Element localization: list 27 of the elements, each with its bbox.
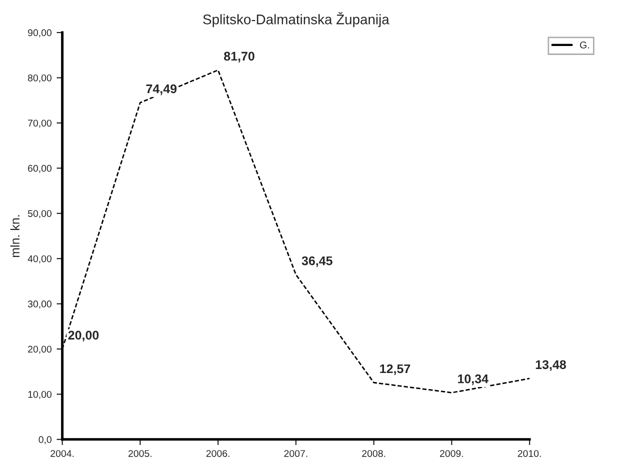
y-tick-label: 60,00 [28,164,52,173]
y-tick-label: 70,00 [28,120,52,128]
x-tick-label: 2008. [362,450,386,457]
y-tick-label: 40,00 [28,255,52,264]
y-tick-label: 80,00 [28,74,52,83]
data-label: 12,57 [380,364,410,375]
x-tick-label: 2006. [206,450,230,457]
x-tick-label: 2005. [128,450,152,457]
data-label: 10,34 [458,374,488,386]
y-tick-label: 10,00 [28,390,52,399]
y-tick-label: 30,00 [28,300,52,309]
data-label: 20,00 [68,330,99,342]
chart-title: Splitsko-Dalmatinska Županija [203,12,390,28]
x-tick-label: 2004. [50,450,74,457]
data-label: 81,70 [224,52,254,62]
y-tick-label: 90,00 [28,29,52,38]
y-tick-label: 50,00 [28,210,52,218]
data-label: 13,48 [536,360,566,371]
data-label: 74,49 [146,84,177,96]
y-tick-label: 20,00 [28,346,52,354]
y-axis-title: mln. kn. [10,215,20,258]
legend-label: G. [580,42,589,48]
x-tick-label: 2007. [284,450,308,457]
y-tick-label: 0,0 [38,436,52,444]
data-label: 36,45 [302,256,332,268]
x-tick-label: 2009. [440,450,463,457]
x-tick-label: 2010. [518,450,541,457]
